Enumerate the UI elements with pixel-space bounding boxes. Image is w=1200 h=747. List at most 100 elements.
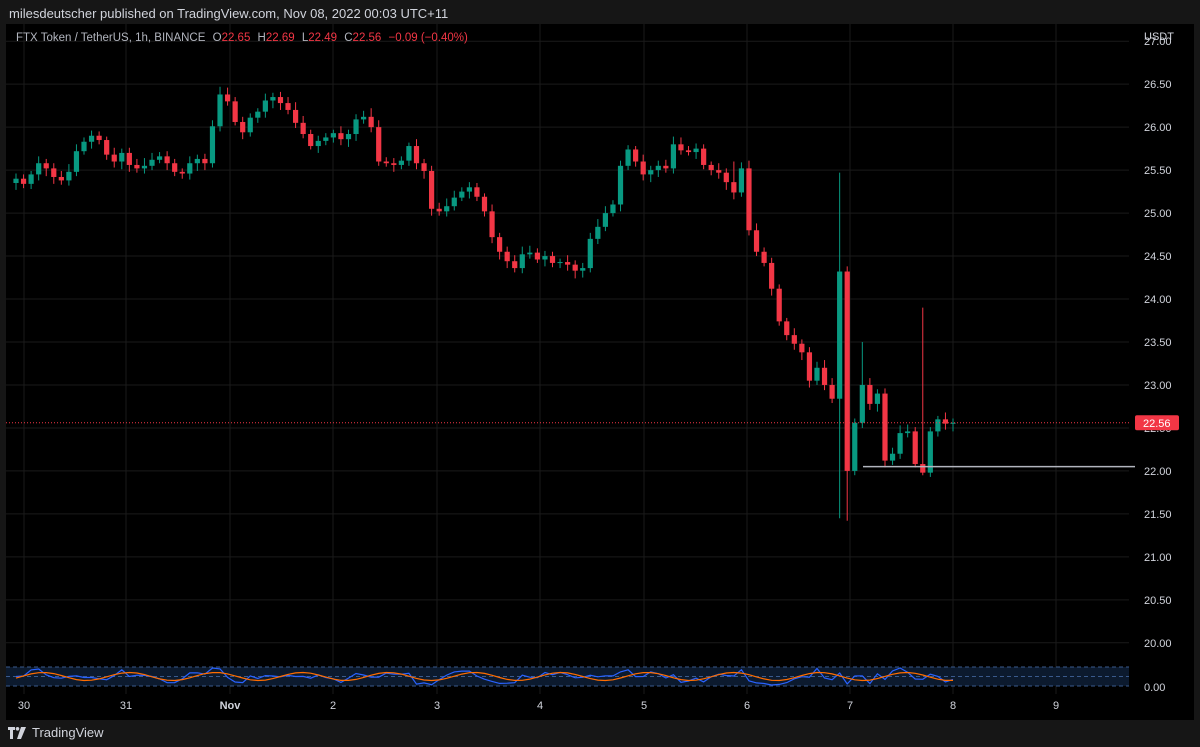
candle-body <box>761 251 767 263</box>
candle-body <box>474 187 480 197</box>
candle-body <box>859 384 865 423</box>
candle-body <box>527 252 533 255</box>
candle-body <box>512 261 518 269</box>
candle-body <box>88 135 95 142</box>
oscillator-k-line <box>15 667 954 686</box>
candle-body <box>489 211 495 238</box>
candle-body <box>640 161 646 175</box>
candle-body <box>217 94 223 127</box>
price-tick-label: 25.50 <box>1144 165 1172 177</box>
candle-body <box>421 163 427 171</box>
candle-body <box>376 127 382 162</box>
candle-body <box>716 170 722 173</box>
time-tick-label: 7 <box>847 700 853 712</box>
high-value: 22.69 <box>265 32 295 44</box>
currency-label: USDT <box>1144 31 1174 43</box>
candle-body <box>920 464 926 473</box>
candle-body <box>51 168 57 177</box>
candle-body <box>300 122 306 135</box>
candle-body <box>277 97 284 104</box>
candle-body <box>534 252 540 260</box>
candle-body <box>693 148 699 153</box>
chart-panel[interactable]: 27.00 26.50 26.00 25.50 25.00 24.50 24.00 23.50… <box>6 24 1194 720</box>
candle-body <box>232 101 238 122</box>
candle-body <box>753 230 760 252</box>
candle-body <box>799 343 805 353</box>
candle-body <box>126 152 132 165</box>
price-tick-label: 27.00 <box>1144 36 1172 48</box>
candle-body <box>413 146 420 164</box>
time-tick-label: 30 <box>18 700 30 712</box>
candle-body <box>663 165 669 169</box>
price-tick-label: 24.00 <box>1144 294 1172 306</box>
candle-body <box>595 226 601 239</box>
chart-canvas[interactable]: 27.00 26.50 26.00 25.50 25.00 24.50 24.00 23.50… <box>6 24 1194 720</box>
candle-body <box>572 264 578 271</box>
candle-body <box>179 171 185 174</box>
candle-body <box>602 213 609 227</box>
price-tick-label: 26.00 <box>1144 122 1172 134</box>
price-tick-label: 20.00 <box>1144 638 1172 650</box>
open-label: O <box>212 32 222 44</box>
price-tick-label: 22.00 <box>1144 466 1172 478</box>
footer-bar: TradingView <box>0 720 1200 747</box>
low-value: 22.49 <box>308 32 338 44</box>
price-tick-label: 25.00 <box>1144 208 1172 220</box>
candle-body <box>565 262 571 265</box>
candle-body <box>829 384 835 399</box>
price-tick-label: 23.50 <box>1144 337 1172 349</box>
candle-body <box>905 431 911 434</box>
candle-body <box>549 256 556 263</box>
candle-body <box>701 148 707 165</box>
candle-body <box>429 170 435 209</box>
candle-body <box>867 384 873 404</box>
time-tick-label: Nov <box>220 700 242 712</box>
candle-body <box>617 165 624 205</box>
price-tick-label: 26.50 <box>1144 79 1172 91</box>
candle-body <box>610 204 616 214</box>
last-price-label: 22.56 <box>1143 418 1171 430</box>
time-axis: 30 31 Nov 2 3 4 5 6 7 8 9 <box>18 700 1059 712</box>
candle-body <box>769 262 775 289</box>
candle-body <box>13 178 19 183</box>
tradingview-icon <box>8 726 26 739</box>
oscillator-pane <box>6 666 1129 687</box>
candle-body <box>315 140 321 147</box>
candle-body <box>187 163 193 174</box>
close-label: C <box>344 32 353 44</box>
symbol-legend[interactable]: FTX Token / TetherUS, 1h, BINANCE O22.65… <box>16 32 468 44</box>
time-tick-label: 6 <box>744 700 750 712</box>
tradingview-logo[interactable]: TradingView <box>8 725 104 740</box>
candle-body <box>889 453 896 461</box>
candle-body <box>557 262 563 264</box>
candle-body <box>360 116 367 120</box>
candle-body <box>519 254 525 269</box>
candle-body <box>633 149 639 162</box>
candle-body <box>43 163 49 169</box>
price-tick-label: 24.50 <box>1144 251 1172 263</box>
time-tick-label: 8 <box>950 700 956 712</box>
candle-body <box>262 100 268 112</box>
candle-body <box>330 133 336 138</box>
candle-body <box>194 158 200 164</box>
change-value: −0.09 (−0.40%) <box>388 32 468 44</box>
candle-body <box>73 151 80 172</box>
candle-body <box>466 187 472 192</box>
candle-body <box>308 134 314 147</box>
candle-body <box>66 171 72 181</box>
candle-body <box>912 431 918 465</box>
candle-body <box>368 116 374 128</box>
candle-body <box>837 271 843 399</box>
candle-body <box>240 121 246 133</box>
candle-body <box>874 393 881 404</box>
publisher-text: milesdeutscher published on TradingView.… <box>9 6 449 21</box>
candle-body <box>791 335 797 344</box>
candle-body <box>927 431 933 473</box>
candle-body <box>708 164 714 171</box>
candle-body <box>738 168 745 193</box>
candle-body <box>149 159 155 166</box>
candle-body <box>164 156 170 164</box>
candle-body <box>383 161 389 164</box>
candle-body <box>897 433 903 454</box>
candle-body <box>36 163 42 175</box>
